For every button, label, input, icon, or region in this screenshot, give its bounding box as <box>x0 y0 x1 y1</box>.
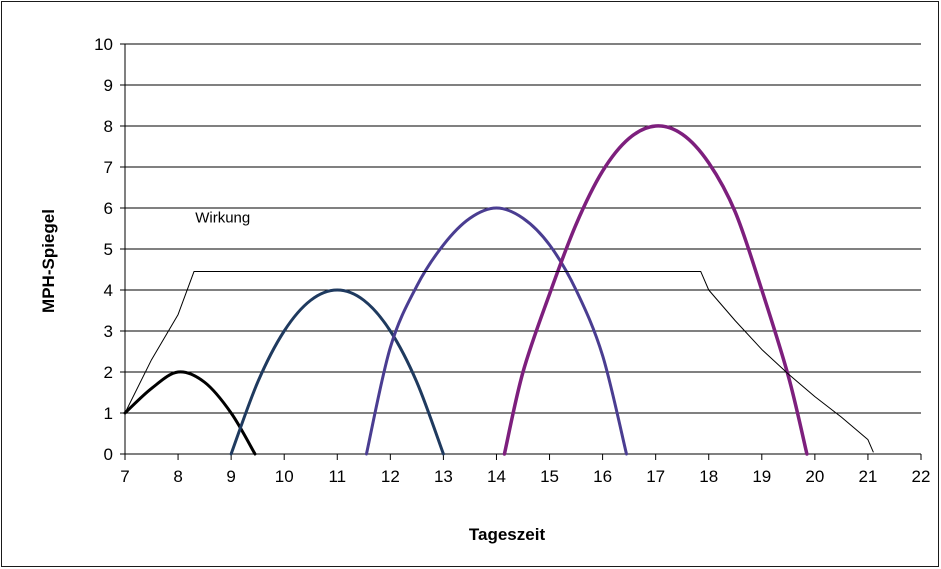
x-tick-label-10: 10 <box>275 467 294 486</box>
x-axis-title: Tageszeit <box>469 525 546 544</box>
x-tick-label-15: 15 <box>540 467 559 486</box>
y-tick-label-2: 2 <box>104 363 113 382</box>
x-tick-label-18: 18 <box>699 467 718 486</box>
y-tick-label-9: 9 <box>104 76 113 95</box>
x-tick-label-12: 12 <box>381 467 400 486</box>
x-tick-label-17: 17 <box>646 467 665 486</box>
x-tick-label-11: 11 <box>328 467 346 486</box>
annotation-label-1: Wirkung <box>195 210 250 227</box>
x-tick-label-8: 8 <box>173 467 182 486</box>
y-tick-label-3: 3 <box>104 322 113 341</box>
y-tick-label-8: 8 <box>104 117 113 136</box>
x-tick-label-16: 16 <box>593 467 612 486</box>
x-tick-label-13: 13 <box>434 467 453 486</box>
y-tick-label-0: 0 <box>104 445 113 464</box>
series-line-1 <box>123 370 257 456</box>
x-tick-label-7: 7 <box>120 467 129 486</box>
y-tick-label-6: 6 <box>104 199 113 218</box>
x-tick-label-19: 19 <box>752 467 771 486</box>
y-axis-title: MPH-Spiegel <box>39 209 58 313</box>
series-line-3 <box>364 206 628 456</box>
y-tick-label-7: 7 <box>104 158 113 177</box>
x-tick-label-14: 14 <box>487 467 506 486</box>
x-tick-label-22: 22 <box>912 467 931 486</box>
x-tick-label-9: 9 <box>226 467 235 486</box>
x-tick-label-20: 20 <box>805 467 824 486</box>
y-tick-label-10: 10 <box>94 35 113 54</box>
x-tick-label-21: 21 <box>858 467 877 486</box>
y-tick-label-1: 1 <box>104 404 113 423</box>
y-tick-label-5: 5 <box>104 240 113 259</box>
y-tick-label-4: 4 <box>104 281 113 300</box>
series-line-4 <box>502 124 809 456</box>
series-line-5 <box>124 271 874 453</box>
series-line-2 <box>229 288 445 456</box>
